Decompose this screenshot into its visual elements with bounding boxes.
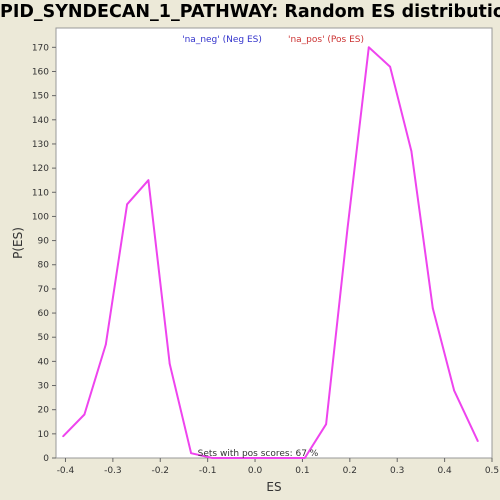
chart-title: PID_SYNDECAN_1_PATHWAY: Random ES distri… [0,2,500,22]
y-tick-label: 150 [32,92,49,102]
x-axis: -0.4 -0.3 -0.2 -0.1 0.0 0.1 0.2 0.3 0.4 0.5 [57,458,499,476]
y-tick-label: 30 [38,382,50,392]
data-point [282,457,285,459]
annotation: Sets with pos scores: 67 % [198,449,319,459]
y-tick-label: 170 [32,43,49,53]
data-point [147,179,150,182]
x-tick-label: -0.1 [199,466,217,476]
data-point [453,389,455,392]
x-tick-label: 0.4 [437,466,452,476]
x-tick-label: -0.3 [104,466,122,476]
y-axis: 0 10 20 30 40 50 60 70 80 90 100 110 120 130 140 150 160… [32,43,56,464]
x-tick-label: -0.4 [57,466,75,476]
y-tick-label: 80 [38,261,50,271]
data-point [325,423,327,426]
y-tick-label: 90 [38,237,50,247]
data-point [476,440,479,442]
x-axis-label: ES [266,480,281,494]
data-point [431,307,434,310]
data-point [389,65,391,68]
legend: 'na_neg' (Neg ES) 'na_pos' (Pos ES) [182,35,364,45]
y-tick-label: 60 [38,309,50,319]
data-point [232,457,235,459]
x-tick-label: 0.3 [390,466,404,476]
data-point [168,362,171,365]
data-point [83,413,86,416]
x-tick-label: 0.5 [485,466,499,476]
y-tick-label: 40 [38,357,50,367]
legend-item: 'na_neg' (Neg ES) [182,35,262,45]
y-tick-label: 110 [32,188,49,198]
x-tick-label: 0.1 [295,466,309,476]
x-tick-label: 0.0 [248,466,263,476]
y-tick-label: 10 [38,430,50,440]
data-point [211,457,214,459]
y-tick-label: 0 [43,454,49,464]
y-tick-label: 120 [32,164,49,174]
data-point [126,203,128,206]
data-point [190,452,193,455]
y-axis-label: P(ES) [11,227,25,259]
data-point [367,46,370,49]
y-tick-label: 70 [38,285,50,295]
y-tick-label: 20 [38,406,50,416]
es-distribution-line [62,46,479,459]
legend-item: 'na_pos' (Pos ES) [288,35,364,45]
plot-area [55,27,493,459]
y-tick-label: 50 [38,333,50,343]
series-layer [62,46,479,459]
data-point [62,435,64,438]
x-tick-label: 0.2 [343,466,357,476]
data-point [346,227,349,230]
data-point [303,457,306,459]
y-tick-label: 140 [32,116,49,126]
data-point [104,343,107,346]
x-tick-label: -0.2 [151,466,169,476]
y-tick-label: 130 [32,140,49,150]
data-point [410,150,413,153]
y-tick-label: 160 [32,67,49,77]
data-point [254,457,256,459]
y-tick-label: 100 [32,212,49,222]
